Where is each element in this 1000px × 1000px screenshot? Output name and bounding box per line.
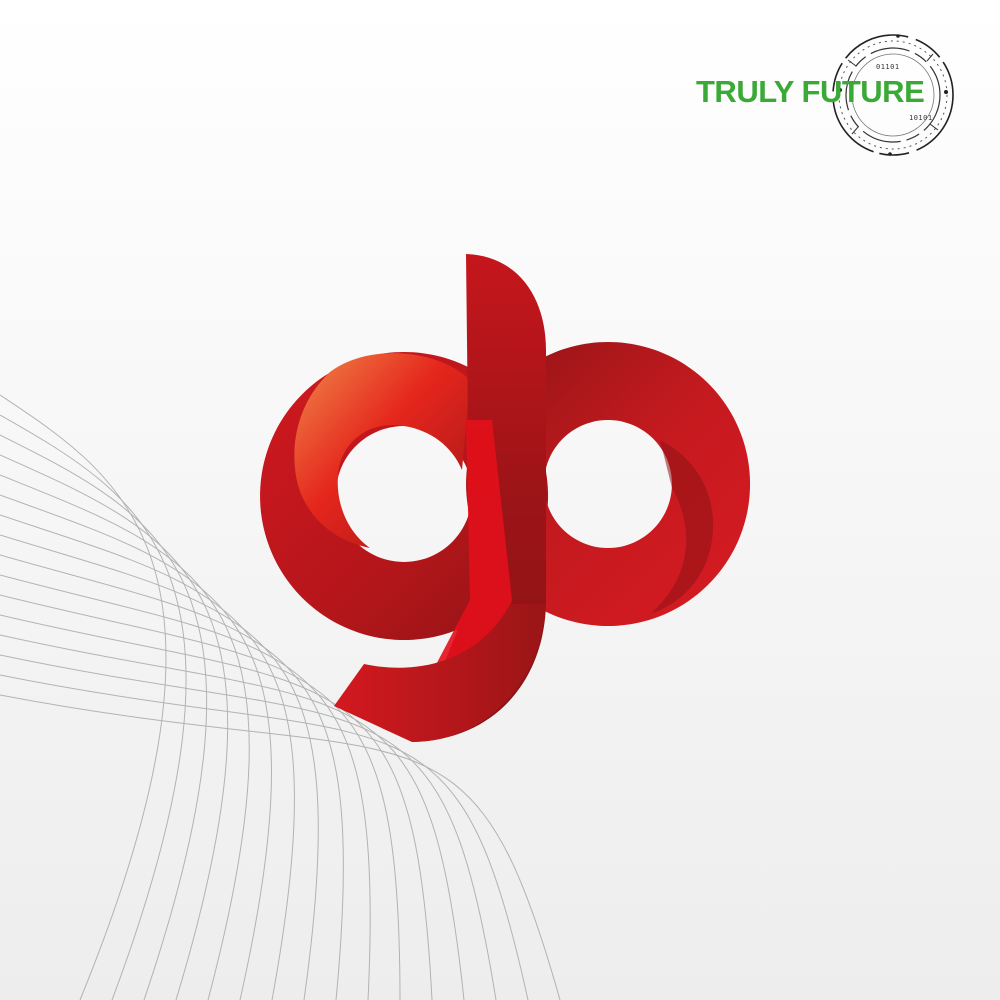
badge-bits-top: 01101 xyxy=(876,63,900,71)
g-tail-shape xyxy=(334,604,546,742)
curve-line xyxy=(0,534,319,1000)
curve-line xyxy=(0,414,187,1000)
badge-bits-bottom: 10101 xyxy=(909,114,933,122)
brand-logo: 01101 10101 TRULY FUTURE xyxy=(690,30,990,160)
curve-line xyxy=(0,494,272,1000)
curve-line xyxy=(0,654,497,1000)
curve-line xyxy=(0,694,561,1000)
b-shade-shape xyxy=(650,440,714,614)
brand-name: TRULY FUTURE xyxy=(696,74,925,109)
g-highlight-shape xyxy=(294,353,470,548)
stem-bright-shape xyxy=(430,420,512,676)
gb-monogram-logo xyxy=(260,254,751,742)
curve-line xyxy=(0,394,167,1000)
curve-line xyxy=(0,594,401,1000)
curve-line xyxy=(0,474,250,1000)
curve-line xyxy=(0,674,529,1000)
curve-line xyxy=(0,574,371,1000)
curve-line xyxy=(0,634,465,1000)
curve-line xyxy=(0,454,229,1000)
curve-line xyxy=(0,434,208,1000)
circuit-ring-icon xyxy=(832,34,954,156)
